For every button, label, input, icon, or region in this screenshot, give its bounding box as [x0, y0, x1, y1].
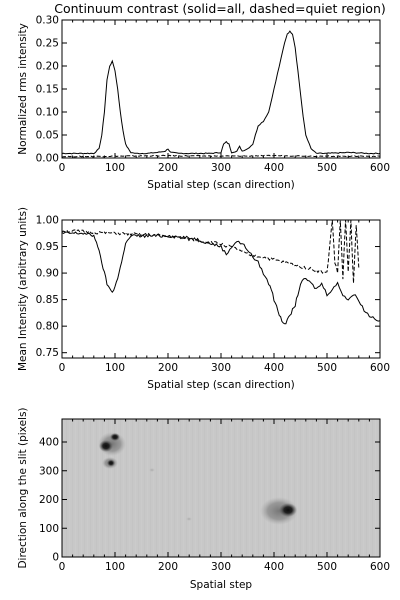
y-tick-label: 1.00: [36, 215, 59, 227]
panel2-ticks: 0 100 200 300 400 500 600 0.75 0.80 0.85 0.90 0.95 1…: [36, 215, 390, 375]
x-tick-label: 400: [264, 561, 284, 573]
panel1-ticks: 0 100 200 300 400 500 600 0.00 0.05 0.10 0.15 0.20 0…: [36, 15, 390, 175]
y-tick-label: 400: [39, 437, 59, 449]
y-tick-label: 0: [52, 552, 59, 564]
rms-contrast-panel: Continuum contrast (solid=all, dashed=qu…: [17, 1, 390, 191]
y-tick-label: 0.05: [36, 130, 59, 142]
x-tick-label: 0: [59, 561, 66, 573]
x-tick-label: 0: [59, 362, 66, 374]
series-solid-line: [61, 231, 381, 325]
x-tick-label: 200: [158, 162, 178, 174]
x-tick-label: 300: [211, 362, 231, 374]
x-tick-label: 600: [370, 362, 390, 374]
x-tick-label: 500: [317, 362, 337, 374]
panel3-ylabel: Direction along the slit (pixels): [17, 407, 29, 568]
panel2-series: [61, 219, 381, 325]
panel1-ylabel: Normalized rms intensity: [17, 23, 29, 155]
mean-intensity-panel: 0 100 200 300 400 500 600 0.75 0.80 0.85 0.90 0.95 1…: [17, 207, 390, 391]
faint-speck-1: [186, 517, 192, 521]
series-dashed-line: [61, 154, 381, 158]
x-tick-label: 100: [105, 162, 125, 174]
y-tick-label: 0.15: [36, 84, 59, 96]
y-tick-label: 0.90: [36, 268, 59, 280]
x-tick-label: 200: [158, 561, 178, 573]
y-tick-label: 0.80: [36, 321, 59, 333]
x-tick-label: 200: [158, 362, 178, 374]
y-tick-label: 200: [39, 494, 59, 506]
faint-speck-2: [149, 468, 155, 472]
spot-group-umbra-b: [110, 433, 120, 441]
panel1-series: [61, 30, 381, 158]
x-tick-label: 300: [211, 162, 231, 174]
y-tick-label: 0.10: [36, 107, 59, 119]
y-tick-label: 100: [39, 523, 59, 535]
x-tick-label: 500: [317, 561, 337, 573]
y-tick-label: 0.30: [36, 15, 59, 27]
panel3-ticks: 0 100 200 300 400 500 600 0 100 200 300 400: [39, 419, 390, 573]
panel1-title: Continuum contrast (solid=all, dashed=qu…: [54, 1, 386, 16]
panel2-ylabel: Mean Intensity (arbitrary units): [17, 207, 29, 371]
panel2-xlabel: Spatial step (scan direction): [147, 379, 294, 391]
x-tick-label: 100: [105, 561, 125, 573]
y-tick-label: 0.25: [36, 38, 59, 50]
x-tick-label: 600: [370, 561, 390, 573]
y-tick-label: 300: [39, 465, 59, 477]
x-tick-label: 400: [264, 162, 284, 174]
x-tick-label: 400: [264, 362, 284, 374]
x-tick-label: 300: [211, 561, 231, 573]
x-tick-label: 600: [370, 162, 390, 174]
y-tick-label: 0.95: [36, 241, 59, 253]
y-tick-label: 0.75: [36, 347, 59, 359]
spot-group-umbra-a: [99, 440, 113, 452]
x-tick-label: 0: [59, 162, 66, 174]
y-tick-label: 0.00: [36, 153, 59, 165]
continuum-image-panel: 0 100 200 300 400 500 600 0 100 200 300 400 Spatial…: [17, 407, 390, 591]
panel1-frame: [61, 19, 381, 159]
y-tick-label: 0.20: [36, 61, 59, 73]
x-tick-label: 100: [105, 362, 125, 374]
series-solid-line: [61, 30, 381, 155]
big-spot-umbra: [279, 503, 297, 517]
y-tick-label: 0.85: [36, 294, 59, 306]
panel1-xlabel: Spatial step (scan direction): [147, 179, 294, 191]
continuum-image: [62, 419, 380, 557]
series-dashed-line: [61, 219, 360, 284]
x-tick-label: 500: [317, 162, 337, 174]
spot-group-umbra-c: [107, 459, 115, 467]
panel3-xlabel: Spatial step: [190, 579, 253, 591]
